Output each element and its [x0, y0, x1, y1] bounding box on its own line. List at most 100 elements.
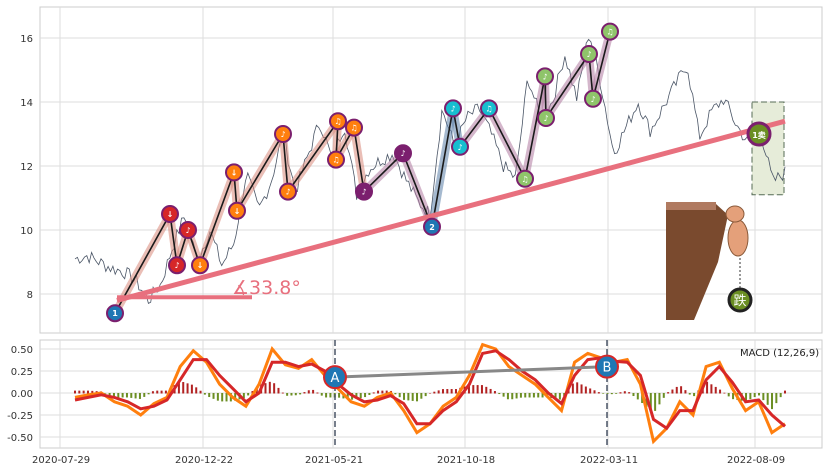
x-tick-label: 2020-07-29	[32, 455, 90, 466]
wave-point-label: ♪	[400, 149, 405, 158]
wave-point	[228, 201, 246, 220]
macd-histogram-bar	[619, 392, 622, 394]
macd-histogram-bar	[779, 393, 782, 398]
macd-histogram-bar	[359, 393, 362, 399]
wave-point	[161, 205, 179, 223]
macd-histogram-bar	[117, 393, 120, 398]
macd-histogram-bar	[268, 381, 271, 394]
decor-layer: 1卖跌	[666, 121, 772, 320]
macd-histogram-bar	[632, 393, 635, 397]
macd-histogram-bar	[299, 393, 302, 395]
fall-marker-label: 跌	[733, 293, 746, 309]
wave-point-label: ♪	[542, 72, 547, 81]
macd-histogram-bar	[537, 393, 540, 398]
macd-histogram-bar	[216, 393, 219, 401]
macd-histogram-bar	[454, 389, 457, 394]
wave-point	[168, 256, 186, 275]
price-tick-label: 8	[27, 290, 33, 301]
wave-point	[355, 182, 373, 201]
wave-point	[274, 125, 292, 143]
x-tick-label: 2021-05-21	[305, 455, 363, 466]
macd-histogram-bar	[420, 393, 423, 399]
macd-histogram-bar	[121, 393, 124, 398]
wave-point-label: ♪	[543, 114, 548, 123]
macd-histogram-bar	[732, 393, 735, 400]
macd-tick-label: 0.00	[11, 389, 33, 400]
macd-histogram-bar	[775, 393, 778, 404]
cliff-shape	[666, 204, 728, 320]
macd-histogram-bar	[623, 391, 626, 394]
wave-point	[537, 109, 555, 127]
macd-histogram-bar	[541, 393, 544, 398]
macd-histogram-bar	[307, 390, 310, 394]
macd-histogram-bar	[576, 382, 579, 394]
macd-histogram-bar	[320, 393, 323, 396]
macd-histogram-bar	[593, 390, 596, 394]
macd-histogram-bar	[511, 393, 514, 400]
sell-marker-label: 1卖	[752, 130, 766, 140]
macd-histogram-bar	[281, 392, 284, 394]
macd-histogram-bar	[316, 392, 319, 394]
wave-point-label: ♫	[332, 156, 339, 165]
macd-histogram-bar	[472, 385, 475, 394]
macd-histogram-bar	[108, 393, 111, 396]
macd-divergence-line	[334, 365, 608, 379]
cliff-top	[666, 202, 716, 210]
macd-histogram-bar	[195, 387, 198, 394]
macd-histogram-bar	[286, 393, 289, 396]
wave-point-label: ♪	[280, 130, 285, 139]
macd-histogram-bar	[125, 393, 128, 398]
macd-tick-label: 0.50	[11, 345, 33, 356]
macd-histogram-bar	[784, 390, 786, 394]
dog-head	[725, 205, 745, 223]
macd-histogram-bar	[654, 393, 657, 411]
macd-histogram-bar	[372, 392, 375, 394]
macd-histogram-bar	[714, 386, 717, 394]
macd-histogram-bar	[364, 393, 367, 398]
macd-tick-label: -0.25	[7, 411, 33, 422]
macd-histogram-bar	[433, 391, 436, 394]
x-tick-label: 2022-08-09	[727, 455, 785, 466]
dog-body	[727, 219, 749, 257]
macd-histogram-bar	[290, 393, 293, 396]
x-tick-label: 2022-03-11	[580, 455, 638, 466]
macd-histogram-bar	[558, 393, 561, 400]
macd-histogram-bar	[485, 386, 488, 394]
macd-histogram-bar	[662, 393, 665, 398]
wave-point-label: ↓	[234, 207, 241, 216]
wave-point-label: 1	[112, 309, 118, 318]
macd-histogram-bar	[441, 389, 444, 394]
macd-marker	[595, 354, 619, 379]
macd-histogram-bar	[762, 393, 765, 401]
wave-point-label: ↓	[167, 210, 174, 219]
macd-histogram-bar	[273, 383, 276, 394]
macd-histogram-bar	[385, 390, 388, 394]
macd-histogram-bar	[247, 393, 250, 396]
macd-histogram-bar	[424, 393, 427, 397]
wave-point	[394, 144, 412, 163]
macd-histogram-bar	[368, 393, 371, 395]
price-tick-label: 12	[20, 162, 33, 173]
macd-histogram-bar	[771, 393, 774, 410]
macd-marker-label: B	[603, 361, 612, 376]
macd-histogram-bar	[476, 385, 479, 394]
macd-histogram-bar	[571, 383, 574, 394]
price-tick-label: 14	[20, 98, 33, 109]
wave-point-label: ♪	[586, 50, 591, 59]
wave-point-label: ♪	[590, 95, 595, 104]
macd-tick-label: 0.25	[11, 367, 33, 378]
macd-histogram-bar	[199, 390, 202, 394]
wave-point	[444, 99, 462, 118]
macd-histogram-bar	[519, 393, 522, 398]
wave-point-label: ♫	[521, 175, 528, 184]
price-tick-label: 10	[20, 226, 33, 237]
macd-histogram-bar	[242, 393, 245, 399]
macd-histogram-bar	[684, 390, 687, 394]
macd-histogram-bar	[225, 393, 228, 402]
macd-histogram-bar	[493, 391, 496, 394]
wave-point-label: ♪	[361, 188, 366, 197]
macd-panel-frame	[39, 339, 823, 449]
macd-histogram-bar	[82, 390, 85, 394]
